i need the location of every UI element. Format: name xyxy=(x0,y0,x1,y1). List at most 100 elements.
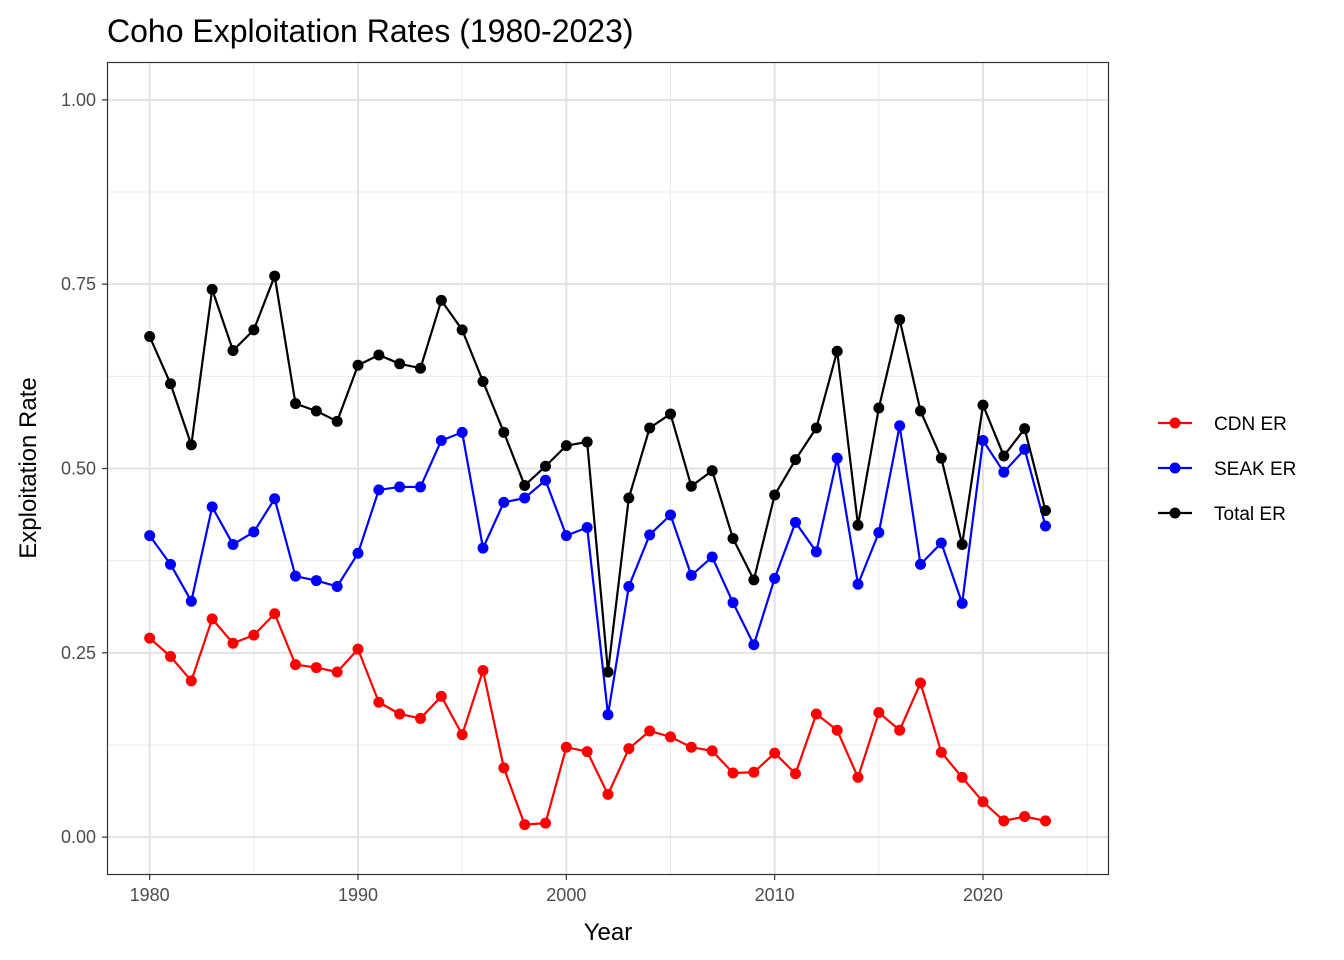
data-point-seak-er xyxy=(352,547,364,559)
data-point-seak-er xyxy=(602,709,614,721)
data-point-total-er xyxy=(352,359,364,371)
data-point-seak-er xyxy=(144,530,156,542)
x-tick-label: 1990 xyxy=(338,885,378,905)
x-axis-title: Year xyxy=(584,919,633,946)
data-point-total-er xyxy=(727,533,739,545)
data-point-total-er xyxy=(831,345,843,357)
x-tick-label: 1980 xyxy=(130,885,170,905)
data-point-total-er xyxy=(540,460,551,472)
data-point-seak-er xyxy=(790,516,801,528)
data-point-cdn-er xyxy=(956,771,968,783)
data-point-cdn-er xyxy=(290,659,301,671)
data-point-total-er xyxy=(602,666,614,678)
y-tick-label: 1.00 xyxy=(61,90,96,110)
data-point-cdn-er xyxy=(415,712,426,724)
data-point-seak-er xyxy=(269,493,281,505)
data-point-total-er xyxy=(310,405,322,417)
data-point-total-er xyxy=(435,294,447,306)
data-point-total-er xyxy=(894,314,906,326)
data-point-cdn-er xyxy=(873,707,885,719)
series-cdn-er xyxy=(144,608,1051,831)
data-point-total-er xyxy=(623,492,635,504)
data-point-total-er xyxy=(290,398,301,410)
data-point-seak-er xyxy=(415,481,426,493)
data-point-cdn-er xyxy=(248,629,260,641)
axis-ticks: 1980 1990 2000 2010 2020 0.00 0.25 0.50 0.75 1.00 xyxy=(61,90,1003,905)
data-point-total-er xyxy=(373,349,385,361)
data-point-cdn-er xyxy=(581,746,593,758)
legend-item-cdn-er: CDN ER xyxy=(1158,414,1287,435)
data-point-total-er xyxy=(873,402,885,414)
series-total-er xyxy=(144,270,1051,678)
series-seak-er xyxy=(144,420,1051,721)
data-point-cdn-er xyxy=(727,767,739,779)
data-point-total-er xyxy=(185,439,197,451)
data-point-seak-er xyxy=(456,426,468,438)
data-point-cdn-er xyxy=(915,677,926,689)
data-point-cdn-er xyxy=(935,746,947,758)
data-point-cdn-er xyxy=(435,690,447,702)
data-point-cdn-er xyxy=(352,643,364,655)
data-point-cdn-er xyxy=(456,729,468,741)
data-point-seak-er xyxy=(644,529,656,541)
data-point-cdn-er xyxy=(685,741,697,753)
y-axis-title: Exploitation Rate xyxy=(15,377,42,558)
data-point-cdn-er xyxy=(540,817,551,829)
data-point-seak-er xyxy=(581,521,593,533)
data-point-total-er xyxy=(248,324,260,336)
data-point-cdn-er xyxy=(977,796,989,808)
data-point-total-er xyxy=(415,362,426,374)
data-point-total-er xyxy=(852,519,864,531)
data-point-seak-er xyxy=(540,474,551,486)
data-point-seak-er xyxy=(748,639,760,651)
data-point-cdn-er xyxy=(602,788,614,800)
data-point-cdn-er xyxy=(623,743,635,755)
data-point-seak-er xyxy=(310,575,322,587)
data-point-cdn-er xyxy=(331,666,343,678)
data-point-cdn-er xyxy=(227,637,239,649)
data-point-cdn-er xyxy=(852,771,864,783)
legend-label: Total ER xyxy=(1214,504,1286,525)
x-tick-label: 2000 xyxy=(546,885,586,905)
data-point-seak-er xyxy=(977,434,989,446)
data-point-total-er xyxy=(769,489,781,501)
data-point-cdn-er xyxy=(394,708,406,720)
data-point-seak-er xyxy=(873,527,885,539)
data-point-seak-er xyxy=(852,578,864,590)
series-layer xyxy=(144,270,1051,831)
data-point-seak-er xyxy=(727,597,739,609)
legend-label: CDN ER xyxy=(1214,414,1287,435)
legend-item-total-er: Total ER xyxy=(1158,504,1286,525)
data-point-cdn-er xyxy=(706,745,718,757)
data-point-total-er xyxy=(206,283,218,295)
data-point-seak-er xyxy=(165,558,176,570)
data-point-seak-er xyxy=(1040,520,1051,532)
data-point-seak-er xyxy=(185,595,197,607)
data-point-cdn-er xyxy=(185,675,197,687)
data-point-total-er xyxy=(790,454,801,466)
y-tick-label: 0.25 xyxy=(61,643,96,663)
data-point-total-er xyxy=(165,378,176,390)
y-tick-label: 0.50 xyxy=(61,459,96,479)
data-point-cdn-er xyxy=(1040,815,1051,827)
data-point-total-er xyxy=(956,538,968,550)
data-point-cdn-er xyxy=(560,741,572,753)
data-point-seak-er xyxy=(331,580,343,592)
legend-key-point xyxy=(1169,462,1181,474)
data-point-cdn-er xyxy=(810,708,822,720)
data-point-seak-er xyxy=(623,580,635,592)
data-point-cdn-er xyxy=(310,662,322,674)
data-point-seak-er xyxy=(665,509,676,521)
x-tick-label: 2020 xyxy=(963,885,1003,905)
y-tick-label: 0.75 xyxy=(61,274,96,294)
data-point-seak-er xyxy=(394,481,406,493)
data-point-seak-er xyxy=(477,542,489,554)
data-point-total-er xyxy=(519,479,531,491)
data-point-seak-er xyxy=(915,558,926,570)
data-point-seak-er xyxy=(373,484,385,496)
data-point-cdn-er xyxy=(748,766,760,778)
data-point-total-er xyxy=(665,408,676,420)
data-point-total-er xyxy=(935,452,947,464)
data-point-seak-er xyxy=(769,572,781,584)
